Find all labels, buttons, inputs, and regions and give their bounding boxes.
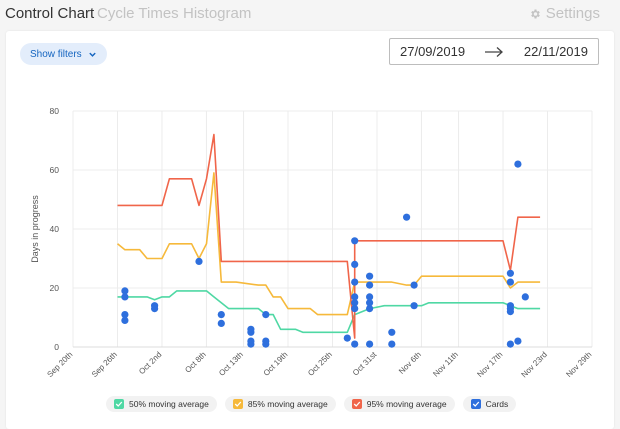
checkbox-icon xyxy=(232,399,243,409)
card-point[interactable] xyxy=(343,334,351,342)
card-point[interactable] xyxy=(506,308,514,316)
settings-label: Settings xyxy=(545,5,600,22)
x-tick-label: Oct 31st xyxy=(351,350,379,378)
card-point[interactable] xyxy=(388,340,396,348)
x-tick-label: Oct 2nd xyxy=(137,350,163,376)
y-tick-label: 20 xyxy=(50,283,60,293)
card-point[interactable] xyxy=(521,293,529,301)
card-point[interactable] xyxy=(351,237,359,245)
date-range-end[interactable]: 22/11/2019 xyxy=(523,44,588,59)
x-tick-label: Oct 25th xyxy=(306,350,334,378)
card-point[interactable] xyxy=(506,340,514,348)
moving-average-lines xyxy=(117,133,541,339)
y-axis-ticks: 0 20 40 60 80 xyxy=(50,106,60,352)
tab-histogram[interactable]: Histogram xyxy=(183,5,252,22)
x-tick-label: Oct 19th xyxy=(262,350,290,378)
card-point[interactable] xyxy=(506,278,514,286)
chart-grid xyxy=(72,110,593,348)
card-point[interactable] xyxy=(366,272,374,280)
series-line xyxy=(117,172,541,316)
card-point[interactable] xyxy=(262,311,270,319)
card-point[interactable] xyxy=(351,340,359,348)
card-points xyxy=(121,160,529,348)
card-point[interactable] xyxy=(121,293,129,301)
y-tick-label: 80 xyxy=(50,106,60,116)
card-point[interactable] xyxy=(121,311,129,319)
card-point[interactable] xyxy=(195,257,203,265)
card-point[interactable] xyxy=(388,328,396,336)
gear-icon xyxy=(530,9,540,18)
card-point[interactable] xyxy=(410,302,418,310)
card-point[interactable] xyxy=(351,305,359,313)
x-tick-label: Nov 11th xyxy=(431,350,460,379)
y-tick-label: 60 xyxy=(50,165,60,175)
arrow-right-icon xyxy=(485,46,504,57)
y-tick-label: 40 xyxy=(50,224,60,234)
legend-item-85[interactable]: 85% moving average xyxy=(224,396,336,412)
card-point[interactable] xyxy=(247,340,255,348)
card-point[interactable] xyxy=(262,340,270,348)
chart-legend: 50% moving average 85% moving average 95… xyxy=(106,396,517,412)
card-point[interactable] xyxy=(514,337,522,345)
card-point[interactable] xyxy=(121,287,129,295)
date-range-start[interactable]: 27/09/2019 xyxy=(400,44,466,59)
card-point[interactable] xyxy=(121,316,129,324)
card-point[interactable] xyxy=(506,269,514,277)
legend-label: 85% moving average xyxy=(247,399,328,409)
legend-item-95[interactable]: 95% moving average xyxy=(343,396,455,412)
x-tick-label: Nov 23rd xyxy=(520,350,549,379)
series-line xyxy=(117,290,541,334)
card-point[interactable] xyxy=(217,311,225,319)
legend-item-cards[interactable]: Cards xyxy=(462,396,517,412)
legend-label: 50% moving average xyxy=(129,399,209,409)
checkbox-icon xyxy=(351,399,362,409)
x-tick-label: Sep 26th xyxy=(90,350,119,379)
tab-control-chart[interactable]: Control Chart xyxy=(5,5,95,22)
card-point[interactable] xyxy=(366,305,374,313)
series-line xyxy=(117,133,541,339)
card-point[interactable] xyxy=(151,305,159,313)
legend-item-50[interactable]: 50% moving average xyxy=(106,396,217,412)
card-point[interactable] xyxy=(366,293,374,301)
card-point[interactable] xyxy=(247,328,255,336)
chart-tabs: Control Chart Cycle Times Histogram Sett… xyxy=(0,0,620,30)
x-tick-label: Oct 13th xyxy=(217,350,245,378)
x-tick-label: Oct 8th xyxy=(183,350,208,375)
chevron-down-icon xyxy=(88,52,96,57)
x-tick-label: Nov 6th xyxy=(397,350,423,376)
show-filters-button[interactable]: Show filters xyxy=(20,43,107,65)
card-point[interactable] xyxy=(366,340,374,348)
date-range-picker[interactable]: 27/09/2019 22/11/2019 xyxy=(389,38,599,65)
x-tick-label: Nov 17th xyxy=(475,350,504,379)
card-point[interactable] xyxy=(217,319,225,327)
card-point[interactable] xyxy=(410,281,418,289)
control-chart: 0 20 40 60 80 Sep 20th Sep 26th Oct 2nd Oct 8th… xyxy=(30,106,593,380)
checkbox-icon xyxy=(114,399,124,409)
card-point[interactable] xyxy=(403,213,411,221)
y-tick-label: 0 xyxy=(54,342,59,352)
card-point[interactable] xyxy=(366,299,374,307)
card-point[interactable] xyxy=(351,293,359,301)
checkbox-icon xyxy=(470,399,481,409)
tab-cycle-times[interactable]: Cycle Times xyxy=(97,5,179,22)
x-tick-label: Sep 20th xyxy=(45,350,74,379)
card-point[interactable] xyxy=(351,299,359,307)
x-tick-label: Nov 29th xyxy=(564,350,593,379)
settings-button[interactable]: Settings xyxy=(529,5,600,22)
card-point[interactable] xyxy=(514,160,522,168)
chart-panel: Show filters 27/09/2019 22/11/2019 xyxy=(6,31,614,429)
x-axis-ticks: Sep 20th Sep 26th Oct 2nd Oct 8th Oct 13th Oc… xyxy=(45,350,593,380)
card-point[interactable] xyxy=(351,278,359,286)
legend-label: Cards xyxy=(485,399,509,409)
show-filters-label: Show filters xyxy=(30,48,82,60)
y-axis-label: Days in progress xyxy=(30,195,40,263)
card-point[interactable] xyxy=(351,260,359,268)
card-point[interactable] xyxy=(366,281,374,289)
legend-label: 95% moving average xyxy=(366,399,447,409)
